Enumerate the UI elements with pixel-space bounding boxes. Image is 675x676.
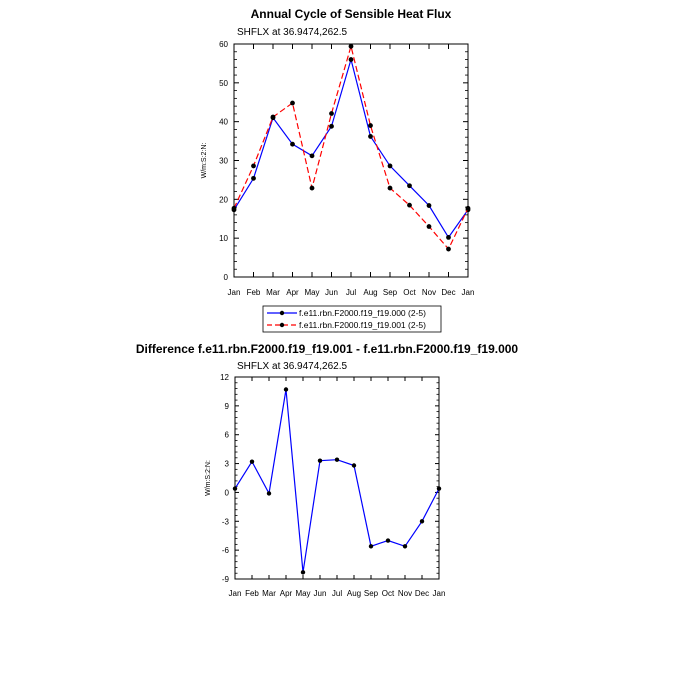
chart2-ytick-label: 12 (220, 373, 229, 382)
chart1-ytick-label: 30 (219, 157, 228, 166)
chart1-series-1-point (329, 123, 334, 129)
chart2-series-line-1 (234, 389, 440, 573)
chart2-xtick-label: Apr (280, 589, 293, 598)
chart1-xtick-label: Feb (247, 288, 261, 297)
chart2-series-1-point (436, 486, 442, 491)
chart1-xtick-label: Jul (346, 288, 356, 297)
chart2-xtick-label: Nov (398, 589, 412, 598)
chart1-series-1-point (407, 183, 412, 189)
chart1-xtick-label: Aug (363, 288, 377, 297)
chart1-series-1-point (446, 234, 451, 240)
chart2-ylabel: W/m:S:2:N: (205, 460, 212, 496)
legend-marker-2 (279, 322, 285, 328)
chart1-ytick-label: 10 (219, 234, 228, 243)
chart1-xtick-label: Sep (383, 288, 398, 297)
chart2-ytick-label: 0 (225, 488, 230, 497)
chart1-series-2-point (329, 111, 334, 116)
chart2-series-1-point (351, 463, 357, 468)
chart1-xtick-label: Jan (462, 288, 475, 297)
chart2-series-1-point (385, 538, 391, 543)
chart1-ytick-label: 60 (219, 40, 228, 49)
chart1-series-2-point (426, 224, 432, 229)
legend-box (262, 305, 442, 333)
chart2-xtick-label: Jan (433, 589, 446, 598)
chart2-xtick-label: Jul (332, 589, 342, 598)
chart2-ytick-label: 3 (225, 460, 230, 469)
chart1-title: Annual Cycle of Sensible Heat Flux (251, 7, 452, 21)
chart1-series-2-point (290, 100, 295, 106)
chart1-xtick-label: Jun (325, 288, 338, 297)
chart1-xtick-label: Mar (266, 288, 280, 297)
chart1-ylabel: W/m:S:2:N: (201, 143, 208, 179)
legend-marker-1 (279, 310, 285, 316)
chart2-ytick-label: -6 (222, 546, 230, 555)
chart1-series-2-point (270, 114, 276, 120)
legend-entry-2: f.e11.rbn.F2000.f19_f19.001 (2-5) (299, 320, 426, 330)
chart2-xtick-label: Feb (245, 589, 259, 598)
chart1-series-2-point (251, 163, 256, 169)
chart1-frame (233, 43, 469, 278)
chart2-series-1-point (232, 486, 238, 491)
chart1-xtick-label: Jan (228, 288, 241, 297)
chart2-series-1-point (300, 570, 306, 575)
chart2-xtick-label: Jun (314, 589, 327, 598)
chart2-xtick-label: Dec (415, 589, 429, 598)
chart1-series-2-point (465, 205, 471, 211)
chart1-series-line-2 (233, 43, 469, 251)
chart2-series-1-point (266, 491, 272, 496)
chart2-ytick-label: 9 (225, 402, 230, 411)
chart1-xtick-label: May (304, 288, 319, 297)
chart2-xtick-label: Aug (347, 589, 361, 598)
chart1-series-1-point (348, 57, 354, 62)
chart2-xtick-label: Oct (382, 589, 395, 598)
chart1-series-2-point (407, 202, 412, 208)
chart2-xtick-label: Jan (229, 589, 242, 598)
chart1-series-2-point (309, 185, 315, 191)
chart2-ytick-label: -3 (222, 517, 230, 526)
chart2-series-1-point (283, 387, 289, 392)
chart1-series-1-point (251, 175, 256, 181)
chart1-xtick-label: Oct (403, 288, 416, 297)
chart2-xtick-label: Sep (364, 589, 379, 598)
chart1-series-1-point (290, 141, 295, 147)
chart1-series-1-point (387, 163, 393, 169)
chart2-series-1-point (419, 519, 425, 524)
chart1-series-2-point (348, 43, 354, 49)
chart2-series-1-point (317, 458, 323, 463)
chart2-series-1-point (249, 459, 255, 464)
chart2-series-1-point (402, 544, 408, 549)
chart1-xtick-label: Nov (422, 288, 436, 297)
legend-entry-1: f.e11.rbn.F2000.f19_f19.000 (2-5) (299, 308, 426, 318)
chart1-ytick-label: 20 (219, 195, 228, 204)
chart2-series-1-point (334, 457, 340, 462)
chart2-frame (234, 376, 440, 580)
chart1-series-2-point (387, 185, 393, 191)
chart2-subtitle: SHFLX at 36.9474,262.5 (237, 361, 348, 372)
chart1-ytick-label: 0 (224, 273, 229, 282)
chart1-series-2-point (446, 246, 451, 252)
chart1-series-1-point (368, 134, 373, 139)
chart1-series-line-1 (233, 57, 469, 239)
chart1-ytick-label: 40 (219, 118, 228, 127)
chart1-series-2-point (231, 205, 237, 211)
chart1-xtick-label: Dec (441, 288, 455, 297)
chart2-series-1-point (368, 544, 374, 549)
chart1-ytick-label: 50 (219, 79, 228, 88)
chart2-xtick-label: May (295, 589, 310, 598)
chart2-xtick-label: Mar (262, 589, 276, 598)
chart2-ytick-label: -9 (222, 575, 230, 584)
chart2-ytick-label: 6 (225, 431, 230, 440)
chart1-series-1-point (426, 203, 432, 208)
chart1-series-2-point (368, 123, 373, 128)
chart1-xtick-label: Apr (286, 288, 299, 297)
chart2-title: Difference f.e11.rbn.F2000.f19_f19.001 -… (136, 342, 519, 356)
chart1-series-1-point (309, 153, 315, 159)
chart1-subtitle: SHFLX at 36.9474,262.5 (237, 27, 348, 38)
